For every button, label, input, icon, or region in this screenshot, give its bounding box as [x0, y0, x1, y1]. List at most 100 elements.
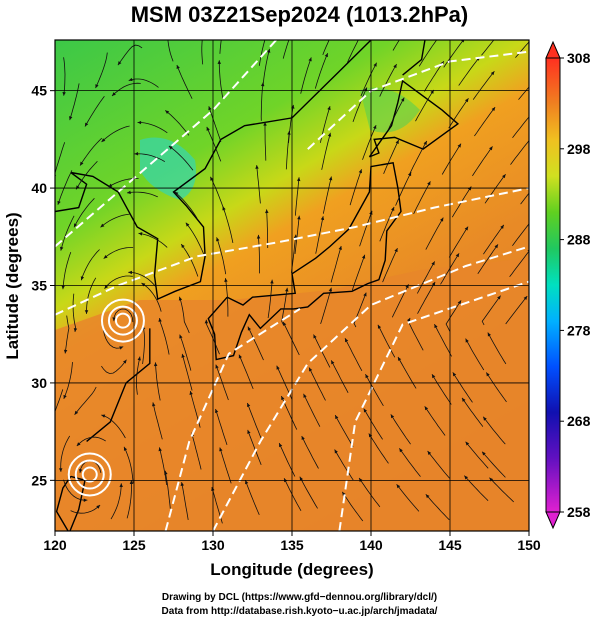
- stream-arrowhead: [215, 364, 219, 369]
- y-axis-ticks: 25 30 35 40 45: [31, 83, 55, 488]
- stream-arrowhead: [84, 310, 89, 314]
- stream-arrowhead: [409, 20, 412, 24]
- streamline: [300, 57, 312, 94]
- streamline: [431, 373, 452, 405]
- credit-line-data: Data from http://database.rish.kyoto−u.a…: [161, 606, 438, 617]
- streamline: [181, 482, 189, 520]
- streamline: [137, 122, 168, 134]
- stream-arrowhead: [181, 244, 185, 249]
- stream-arrowhead: [483, 416, 487, 421]
- stream-arrowhead: [464, 226, 469, 231]
- stream-arrowhead: [399, 448, 403, 453]
- streamline: [382, 248, 398, 283]
- streamline: [477, 244, 499, 275]
- stream-arrowhead: [266, 29, 269, 33]
- stream-arrowhead: [283, 321, 287, 326]
- stream-arrowhead: [108, 183, 113, 187]
- stream-arrowhead: [464, 475, 469, 480]
- credit-line-dcl: Drawing by DCL (https://www.gfd−dennou.o…: [161, 592, 438, 603]
- stream-arrowhead: [423, 140, 427, 145]
- streamline: [64, 315, 70, 354]
- stream-arrowhead: [96, 505, 101, 509]
- streamline: [103, 247, 134, 259]
- stream-arrowhead: [500, 224, 504, 229]
- stream-arrowhead: [331, 360, 335, 365]
- stream-arrowhead: [391, 206, 395, 211]
- streamline-layer: [55, 20, 539, 524]
- stream-arrowhead: [247, 429, 251, 434]
- stream-arrowhead: [100, 223, 105, 228]
- colorbar-ticks: 308 298 288 278 268 258: [560, 50, 591, 520]
- stream-arrowhead: [328, 176, 333, 181]
- low-pressure-ring-0: [107, 305, 138, 336]
- stream-arrowhead: [502, 174, 506, 179]
- stream-arrowhead: [338, 245, 342, 250]
- streamline: [76, 436, 106, 447]
- streamline: [174, 191, 198, 219]
- streamline: [472, 70, 495, 100]
- streamline: [377, 324, 396, 358]
- streamline: [215, 364, 229, 401]
- stream-arrowhead: [377, 324, 382, 329]
- x-tick-label: 120: [43, 537, 67, 553]
- streamline: [334, 414, 354, 447]
- low-pressure-ring-1: [81, 466, 98, 483]
- streamline: [168, 145, 194, 171]
- streamline: [330, 360, 349, 393]
- streamline: [483, 224, 505, 255]
- x-axis-ticks: 120 125 130 135 140 145 150: [43, 531, 541, 553]
- streamline: [117, 44, 143, 66]
- stream-arrowhead: [535, 32, 539, 36]
- streamline: [303, 393, 321, 427]
- streamline: [111, 82, 141, 97]
- stream-arrowhead: [358, 169, 363, 174]
- stream-arrowhead: [101, 138, 106, 142]
- streamline: [413, 181, 431, 215]
- stream-arrowhead: [138, 232, 143, 236]
- streamline: [294, 215, 300, 254]
- low-pressure-ring-1: [67, 452, 112, 497]
- coastline-2: [368, 79, 460, 158]
- stream-arrowhead: [309, 367, 313, 372]
- streamline: [481, 451, 506, 478]
- stream-arrowhead: [368, 433, 373, 438]
- stream-arrowhead: [263, 122, 267, 126]
- streamline: [409, 140, 428, 174]
- streamline: [395, 171, 412, 206]
- streamline: [351, 254, 366, 291]
- stream-arrowhead: [328, 287, 333, 292]
- streamline: [481, 295, 501, 326]
- stream-arrowhead: [103, 254, 108, 259]
- stream-arrowhead: [335, 415, 339, 420]
- colorbar-tick-label: 258: [567, 504, 591, 520]
- stream-arrowhead: [303, 393, 307, 398]
- stream-arrowhead: [58, 468, 63, 472]
- streamline: [485, 372, 507, 403]
- y-tick-label: 30: [31, 375, 47, 391]
- stream-arrowhead: [313, 334, 317, 339]
- streamline: [159, 447, 167, 485]
- stream-arrowhead: [174, 191, 179, 196]
- credits: Drawing by DCL (https://www.gfd−dennou.o…: [0, 591, 599, 619]
- stream-arrowhead: [490, 71, 495, 76]
- stream-arrowhead: [204, 319, 209, 324]
- streamline: [315, 216, 324, 254]
- streamline: [314, 53, 329, 89]
- x-tick-label: 135: [280, 537, 304, 553]
- coastline-5: [402, 40, 426, 76]
- y-axis-label: Latitude (degrees): [3, 212, 22, 359]
- streamline: [349, 169, 362, 206]
- stream-arrowhead: [76, 442, 81, 447]
- stream-arrowhead: [219, 447, 223, 452]
- stream-arrowhead: [202, 26, 205, 30]
- stream-arrowhead: [276, 365, 280, 370]
- streamline: [62, 251, 72, 290]
- streamline: [481, 40, 495, 56]
- stream-arrowhead: [112, 92, 116, 96]
- stream-arrowhead: [112, 317, 116, 322]
- streamline: [110, 483, 122, 520]
- streamline: [441, 143, 462, 175]
- streamline: [142, 325, 145, 365]
- stream-arrowhead: [494, 244, 498, 249]
- stream-arrowhead: [320, 216, 325, 221]
